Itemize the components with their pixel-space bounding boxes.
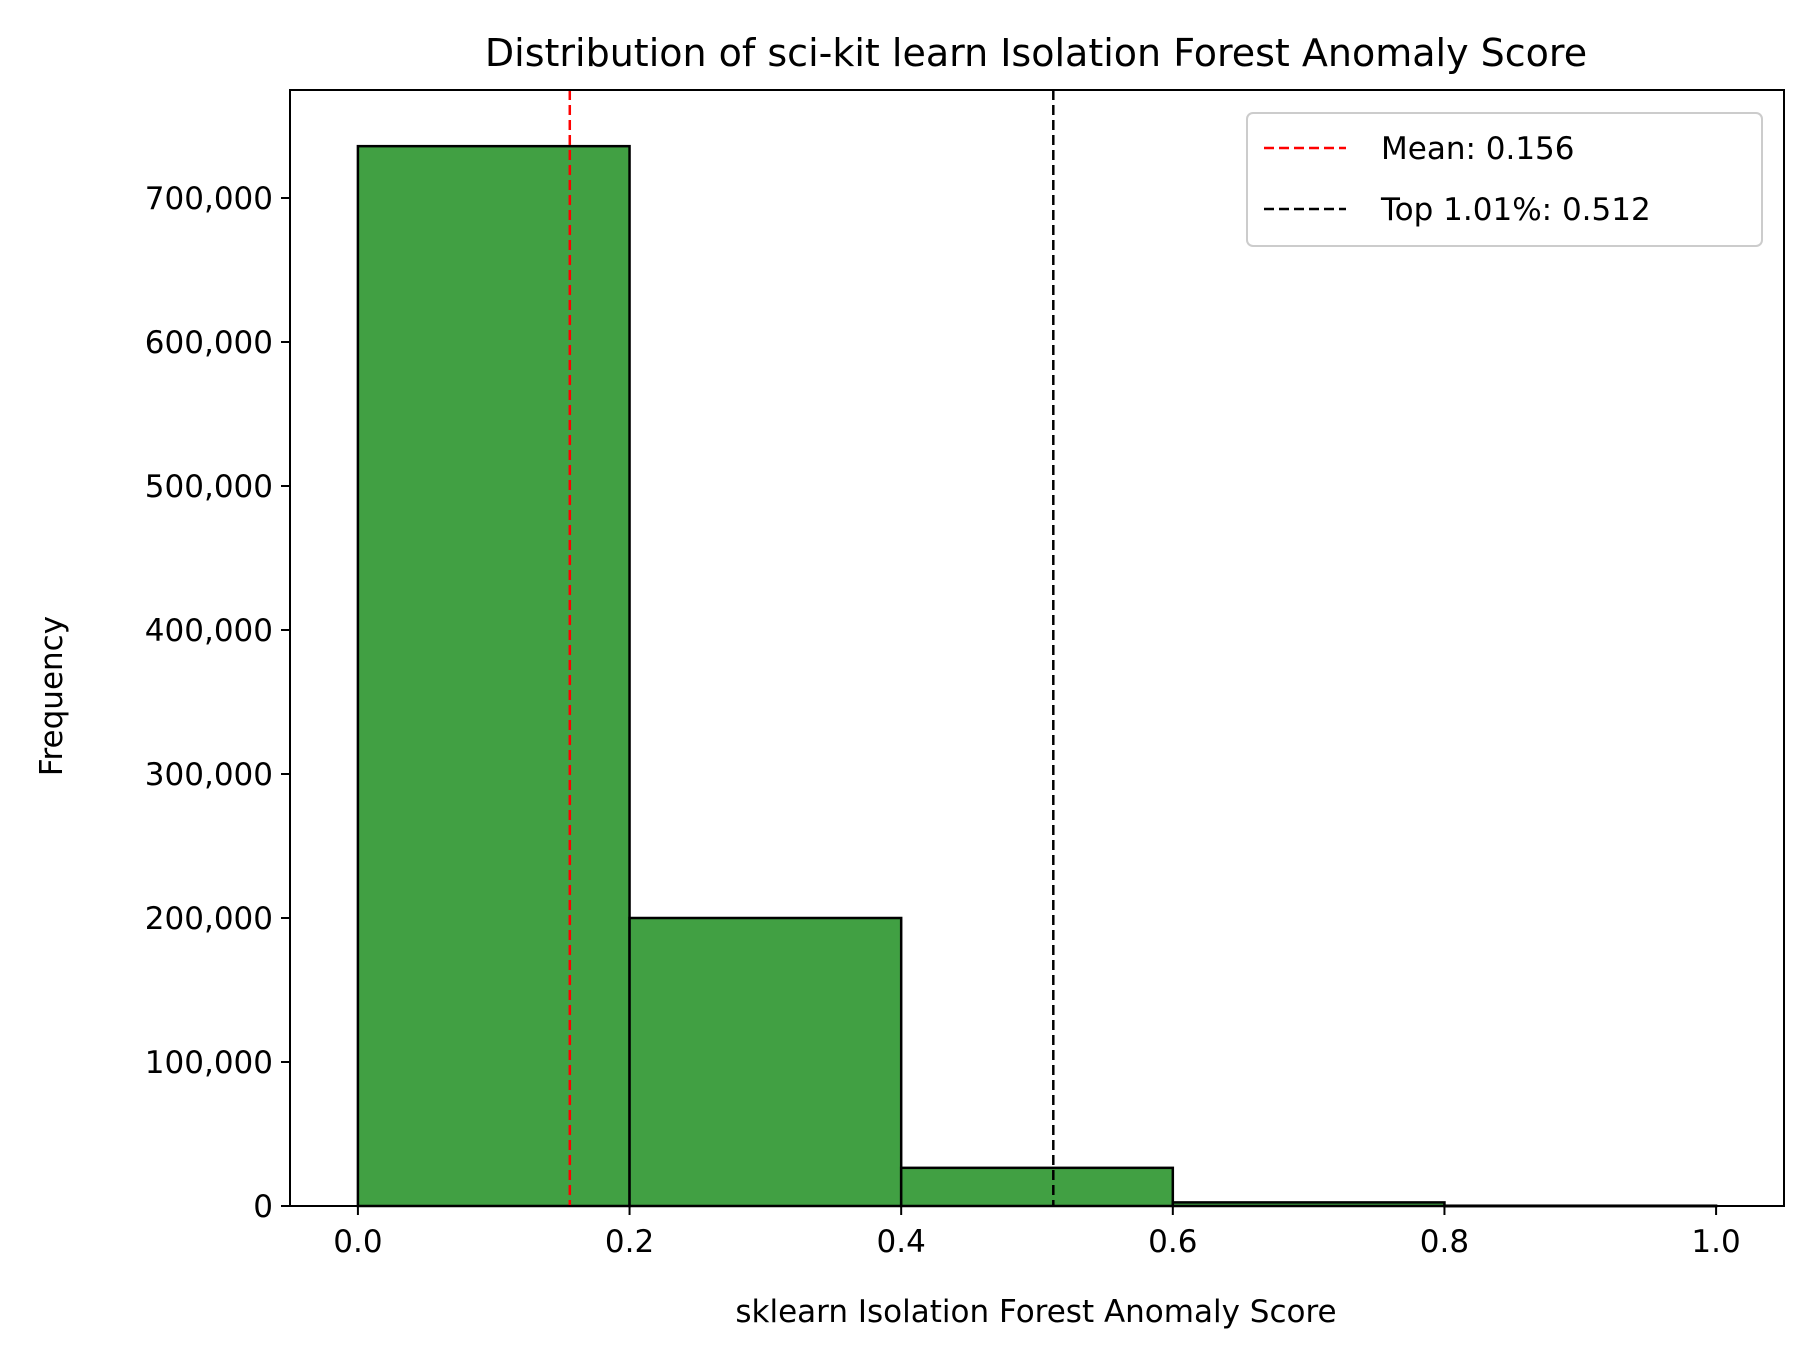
chart-title: Distribution of sci-kit learn Isolation … <box>485 31 1587 75</box>
y-axis-label: Frequency <box>34 616 70 776</box>
histogram-bar-3 <box>899 1166 1175 1208</box>
bars-layer <box>356 144 1718 1208</box>
y-tick-label: 700,000 <box>145 181 273 217</box>
legend-top-percent-label: Top 1.01%: 0.512 <box>1380 192 1651 228</box>
x-axis-ticks: 0.0 0.2 0.4 0.6 0.8 1.0 <box>333 1206 1741 1260</box>
y-tick-label: 200,000 <box>145 901 273 937</box>
histogram-bar-1 <box>356 144 631 1208</box>
x-tick-label: 0.6 <box>1148 1224 1197 1260</box>
y-tick-label: 600,000 <box>145 325 273 361</box>
y-tick-label: 0 <box>253 1189 273 1225</box>
x-tick-label: 1.0 <box>1691 1224 1740 1260</box>
x-tick-label: 0.2 <box>605 1224 654 1260</box>
x-tick-label: 0.0 <box>333 1224 382 1260</box>
y-tick-label: 300,000 <box>145 757 273 793</box>
x-tick-label: 0.4 <box>877 1224 926 1260</box>
y-axis-ticks: 0 100,000 200,000 300,000 400,000 500,000 600,… <box>145 181 290 1225</box>
legend: Mean: 0.156 Top 1.01%: 0.512 <box>1246 112 1763 247</box>
y-tick-label: 400,000 <box>145 613 273 649</box>
histogram-bar-2 <box>628 916 903 1208</box>
y-tick-label: 500,000 <box>145 469 273 505</box>
reference-lines-layer <box>568 90 1055 1206</box>
legend-box <box>1246 112 1763 247</box>
plot-area-frame <box>289 89 1785 1207</box>
legend-mean-label: Mean: 0.156 <box>1381 131 1575 167</box>
x-tick-label: 0.8 <box>1420 1224 1469 1260</box>
x-axis-label: sklearn Isolation Forest Anomaly Score <box>735 1294 1336 1330</box>
y-tick-label: 100,000 <box>145 1045 273 1081</box>
